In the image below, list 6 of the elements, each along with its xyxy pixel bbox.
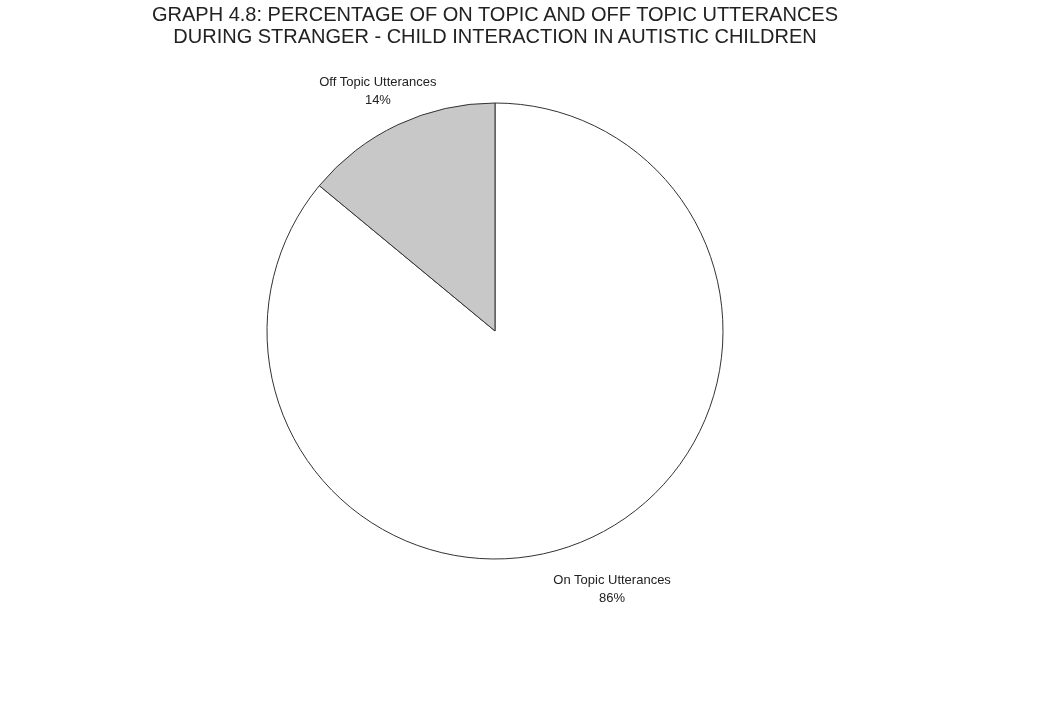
slice-label: Off Topic Utterances — [319, 74, 438, 90]
pie-slice — [266, 102, 724, 560]
chart-title: GRAPH 4.8: PERCENTAGE OF ON TOPIC AND OFF TOPIC UTTERANCES DURING STRANGER - CHILD INTERACTION IN AUTISTIC CHILDREN — [151, 3, 839, 47]
data-label: 14% — [364, 92, 392, 108]
data-label: 86% — [599, 589, 626, 605]
slice-label: On Topic Utterances — [553, 571, 672, 587]
